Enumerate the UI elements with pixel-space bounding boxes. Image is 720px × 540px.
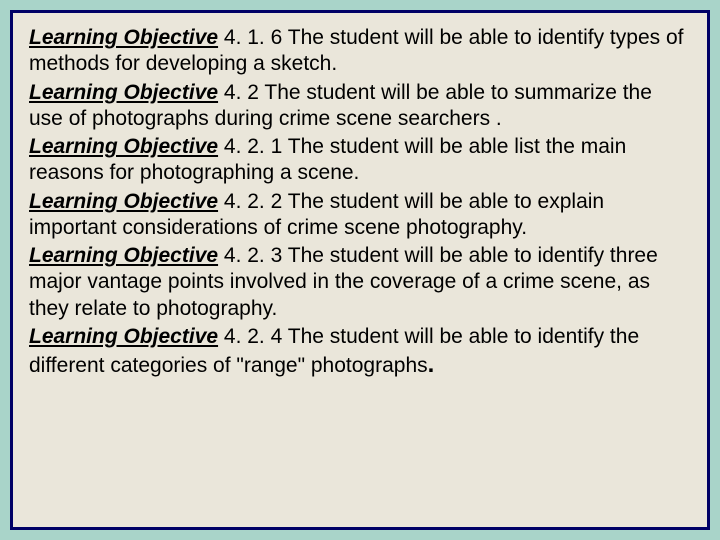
objective-label: Learning Objective (29, 244, 218, 267)
objective-item: Learning Objective 4. 2. 2 The student w… (29, 189, 691, 242)
objective-item: Learning Objective 4. 2 The student will… (29, 80, 691, 133)
objective-item: Learning Objective 4. 2. 1 The student w… (29, 134, 691, 187)
objective-number: 4. 2. 3 (218, 244, 282, 267)
objective-item: Learning Objective 4. 2. 3 The student w… (29, 243, 691, 322)
objective-label: Learning Objective (29, 135, 218, 158)
objective-label: Learning Objective (29, 325, 218, 348)
objective-number: 4. 2 (218, 81, 259, 104)
trailing-period: . (428, 351, 435, 378)
objective-item: Learning Objective 4. 2. 4 The student w… (29, 324, 691, 380)
objectives-box: Learning Objective 4. 1. 6 The student w… (10, 10, 710, 530)
objective-number: 4. 2. 4 (218, 325, 282, 348)
objective-label: Learning Objective (29, 26, 218, 49)
objective-number: 4. 2. 1 (218, 135, 282, 158)
objective-number: 4. 1. 6 (218, 26, 282, 49)
objective-number: 4. 2. 2 (218, 190, 282, 213)
objective-label: Learning Objective (29, 81, 218, 104)
objective-label: Learning Objective (29, 190, 218, 213)
objective-item: Learning Objective 4. 1. 6 The student w… (29, 25, 691, 78)
